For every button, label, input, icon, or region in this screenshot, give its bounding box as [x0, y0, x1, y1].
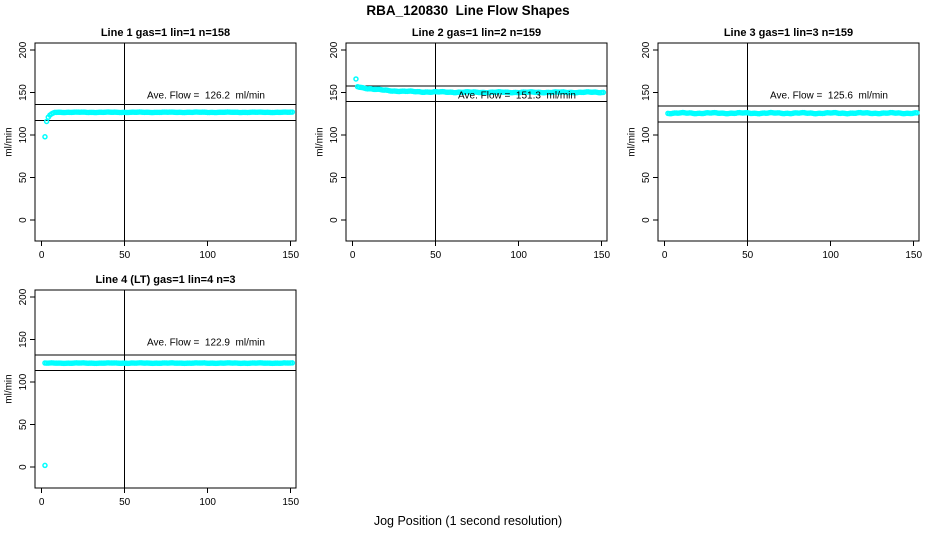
data-point: [43, 118, 50, 125]
plot-box: [34, 42, 297, 242]
y-tick-label: 0: [329, 217, 340, 223]
y-tick-label: 150: [18, 331, 29, 348]
data-point: [289, 109, 296, 115]
ave-flow-annotation: Ave. Flow = 125.6 ml/min: [770, 90, 888, 102]
x-tick-label: 100: [199, 250, 216, 261]
y-tick-label: 100: [18, 373, 29, 390]
plot-area: 0 50 100 150 0 50 100 150 200: [18, 288, 299, 508]
y-tick-label: 50: [18, 172, 29, 184]
x-tick-label: 0: [39, 497, 45, 508]
data-point: [42, 134, 48, 140]
data-point: [353, 76, 359, 82]
data-point: [600, 89, 607, 96]
subplot-line3: Line 3 gas=1 lin=3 n=159 ml/min Ave. Flo…: [627, 27, 928, 269]
y-tick-label: 0: [641, 217, 652, 223]
data-point: [289, 360, 296, 366]
data-point: [42, 462, 48, 469]
x-tick-label: 150: [905, 250, 922, 261]
subplot-line4: Line 4 (LT) gas=1 lin=4 n=3 ml/min Ave. …: [4, 274, 305, 516]
x-tick-label: 150: [282, 497, 299, 508]
plot-box: [34, 289, 297, 489]
plot-box: [657, 42, 920, 242]
x-tick-label: 0: [39, 250, 45, 261]
y-tick-label: 200: [329, 41, 340, 58]
y-tick-label: 100: [18, 126, 29, 143]
x-tick-label: 50: [119, 497, 131, 508]
x-tick-label: 100: [822, 250, 839, 261]
x-tick-label: 100: [199, 497, 216, 508]
x-tick-label: 150: [593, 250, 610, 261]
ave-flow-annotation: Ave. Flow = 122.9 ml/min: [147, 337, 265, 349]
x-tick-label: 100: [510, 250, 527, 261]
y-tick-label: 0: [18, 217, 29, 223]
y-tick-label: 150: [329, 84, 340, 101]
x-axis-label: Jog Position (1 second resolution): [373, 514, 563, 528]
subplot-title: Line 2 gas=1 lin=2 n=159: [411, 27, 542, 39]
x-tick-label: 50: [430, 250, 442, 261]
subplot-title: Line 3 gas=1 lin=3 n=159: [723, 27, 854, 39]
subplot-line1: Line 1 gas=1 lin=1 n=158 ml/min Ave. Flo…: [4, 27, 305, 269]
y-tick-label: 150: [18, 84, 29, 101]
y-tick-label: 100: [641, 126, 652, 143]
x-tick-label: 0: [350, 250, 356, 261]
y-tick-label: 0: [18, 464, 29, 470]
subplot-line2: Line 2 gas=1 lin=2 n=159 ml/min Ave. Flo…: [315, 27, 616, 269]
y-tick-label: 200: [641, 41, 652, 58]
plot-area: 0 50 100 150 0 50 100 150 200: [329, 41, 610, 261]
y-tick-label: 200: [18, 41, 29, 58]
plot-area: 0 50 100 150 0 50 100 150 200: [641, 41, 922, 261]
subplot-title: Line 1 gas=1 lin=1 n=158: [100, 27, 231, 39]
x-tick-label: 150: [282, 250, 299, 261]
ave-flow-annotation: Ave. Flow = 151.3 ml/min: [458, 90, 576, 102]
y-tick-label: 200: [18, 288, 29, 305]
ave-flow-annotation: Ave. Flow = 126.2 ml/min: [147, 90, 265, 102]
x-tick-label: 50: [119, 250, 131, 261]
figure-title: RBA_120830 Line Flow Shapes: [366, 3, 570, 18]
y-tick-label: 100: [329, 126, 340, 143]
x-tick-label: 50: [742, 250, 754, 261]
data-point: [914, 110, 920, 116]
plot-box: [345, 42, 608, 242]
y-tick-label: 50: [641, 172, 652, 184]
plot-area: 0 50 100 150 0 50 100 150 200: [18, 41, 299, 261]
x-tick-label: 0: [662, 250, 668, 261]
y-tick-label: 150: [641, 84, 652, 101]
subplot-title: Line 4 (LT) gas=1 lin=4 n=3: [95, 274, 236, 286]
y-tick-label: 50: [18, 419, 29, 431]
y-tick-label: 50: [329, 172, 340, 184]
